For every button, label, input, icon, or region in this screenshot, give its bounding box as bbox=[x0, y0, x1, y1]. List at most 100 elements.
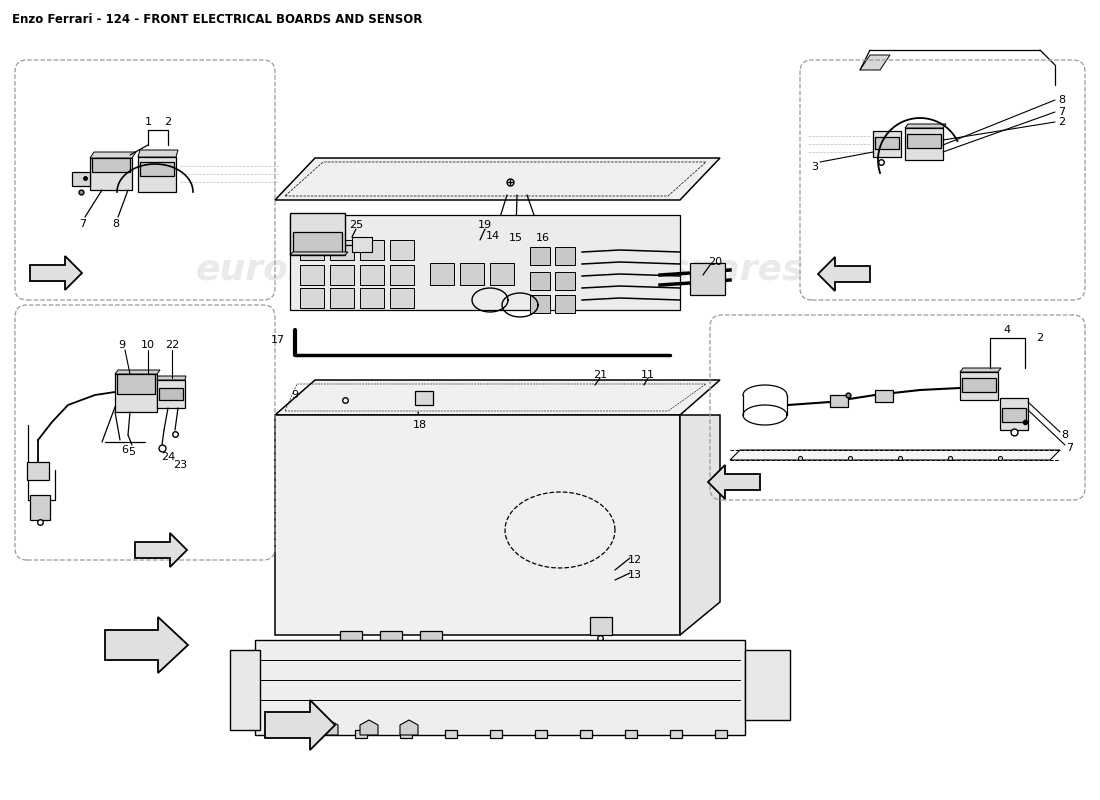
Text: 14: 14 bbox=[486, 231, 500, 241]
Text: 16: 16 bbox=[536, 233, 550, 243]
Text: 8: 8 bbox=[1062, 430, 1068, 440]
Polygon shape bbox=[905, 124, 946, 128]
Bar bbox=[293, 232, 342, 252]
Bar bbox=[390, 240, 414, 260]
Bar bbox=[355, 730, 367, 738]
Bar bbox=[290, 215, 680, 310]
Bar bbox=[905, 128, 943, 160]
Polygon shape bbox=[680, 415, 720, 635]
Bar bbox=[230, 650, 260, 730]
Bar bbox=[300, 240, 324, 260]
Text: 22: 22 bbox=[165, 340, 179, 350]
Bar bbox=[390, 265, 414, 285]
Bar bbox=[352, 237, 372, 252]
Bar bbox=[1002, 408, 1026, 422]
Polygon shape bbox=[116, 370, 160, 374]
Text: 2: 2 bbox=[164, 117, 172, 127]
Bar bbox=[530, 295, 550, 313]
Bar bbox=[72, 172, 90, 186]
Bar bbox=[962, 378, 996, 392]
Text: eurospares: eurospares bbox=[196, 253, 425, 287]
Polygon shape bbox=[860, 55, 890, 70]
Polygon shape bbox=[275, 380, 720, 415]
Text: 15: 15 bbox=[509, 233, 522, 243]
Bar bbox=[116, 374, 157, 412]
Bar bbox=[400, 730, 412, 738]
Bar bbox=[873, 131, 901, 157]
Bar bbox=[360, 240, 384, 260]
Bar bbox=[92, 158, 130, 172]
Polygon shape bbox=[157, 376, 186, 380]
Bar bbox=[556, 295, 575, 313]
Text: 17: 17 bbox=[271, 335, 285, 345]
Text: 13: 13 bbox=[628, 570, 642, 580]
Bar bbox=[446, 730, 456, 738]
Bar bbox=[690, 263, 725, 295]
Bar bbox=[908, 134, 940, 148]
Text: 11: 11 bbox=[641, 370, 654, 380]
Text: 5: 5 bbox=[129, 447, 135, 457]
Bar bbox=[830, 395, 848, 407]
Polygon shape bbox=[320, 720, 338, 735]
Bar bbox=[874, 137, 899, 149]
Text: 7: 7 bbox=[1058, 107, 1066, 117]
Bar bbox=[530, 272, 550, 290]
Bar bbox=[157, 380, 185, 408]
Bar bbox=[90, 158, 132, 190]
Polygon shape bbox=[90, 152, 136, 158]
Bar bbox=[138, 157, 176, 192]
Bar bbox=[28, 462, 50, 480]
Text: 20: 20 bbox=[708, 257, 722, 267]
Bar bbox=[530, 247, 550, 265]
Bar bbox=[300, 265, 324, 285]
Bar bbox=[960, 372, 998, 400]
Text: 7: 7 bbox=[1066, 443, 1074, 453]
Bar bbox=[340, 631, 362, 645]
Bar bbox=[430, 263, 454, 285]
Polygon shape bbox=[730, 450, 1060, 460]
Bar bbox=[140, 162, 174, 176]
Bar bbox=[556, 272, 575, 290]
Bar bbox=[330, 265, 354, 285]
Text: 18: 18 bbox=[412, 420, 427, 430]
Bar bbox=[874, 390, 893, 402]
Text: 10: 10 bbox=[141, 340, 155, 350]
Bar bbox=[30, 495, 50, 520]
Bar bbox=[290, 213, 345, 255]
Polygon shape bbox=[360, 720, 378, 735]
Bar bbox=[275, 415, 680, 635]
Text: 12: 12 bbox=[628, 555, 642, 565]
Text: 1: 1 bbox=[144, 117, 152, 127]
Text: 24: 24 bbox=[161, 452, 175, 462]
Polygon shape bbox=[290, 252, 348, 255]
Polygon shape bbox=[708, 465, 760, 499]
Text: 8: 8 bbox=[1058, 95, 1066, 105]
Text: 7: 7 bbox=[79, 219, 87, 229]
Bar bbox=[535, 730, 547, 738]
Bar bbox=[160, 388, 183, 400]
Text: 3: 3 bbox=[812, 162, 818, 172]
Polygon shape bbox=[818, 257, 870, 291]
Text: 2: 2 bbox=[1058, 117, 1066, 127]
Polygon shape bbox=[104, 617, 188, 673]
Text: eurospares: eurospares bbox=[575, 253, 804, 287]
Bar bbox=[255, 640, 745, 735]
Text: 23: 23 bbox=[173, 460, 187, 470]
Bar bbox=[310, 730, 322, 738]
Bar bbox=[117, 374, 155, 394]
Text: 9: 9 bbox=[292, 390, 298, 400]
Text: 21: 21 bbox=[593, 370, 607, 380]
Bar bbox=[625, 730, 637, 738]
Text: 25: 25 bbox=[349, 220, 363, 230]
Text: 8: 8 bbox=[112, 219, 120, 229]
Text: Enzo Ferrari - 124 - FRONT ELECTRICAL BOARDS AND SENSOR: Enzo Ferrari - 124 - FRONT ELECTRICAL BO… bbox=[12, 13, 422, 26]
Bar bbox=[300, 288, 324, 308]
Bar bbox=[420, 631, 442, 645]
Polygon shape bbox=[960, 368, 1001, 372]
Bar bbox=[330, 240, 354, 260]
Bar bbox=[556, 247, 575, 265]
Bar bbox=[590, 617, 612, 635]
Bar bbox=[360, 288, 384, 308]
Polygon shape bbox=[275, 158, 720, 200]
Bar bbox=[745, 650, 790, 720]
